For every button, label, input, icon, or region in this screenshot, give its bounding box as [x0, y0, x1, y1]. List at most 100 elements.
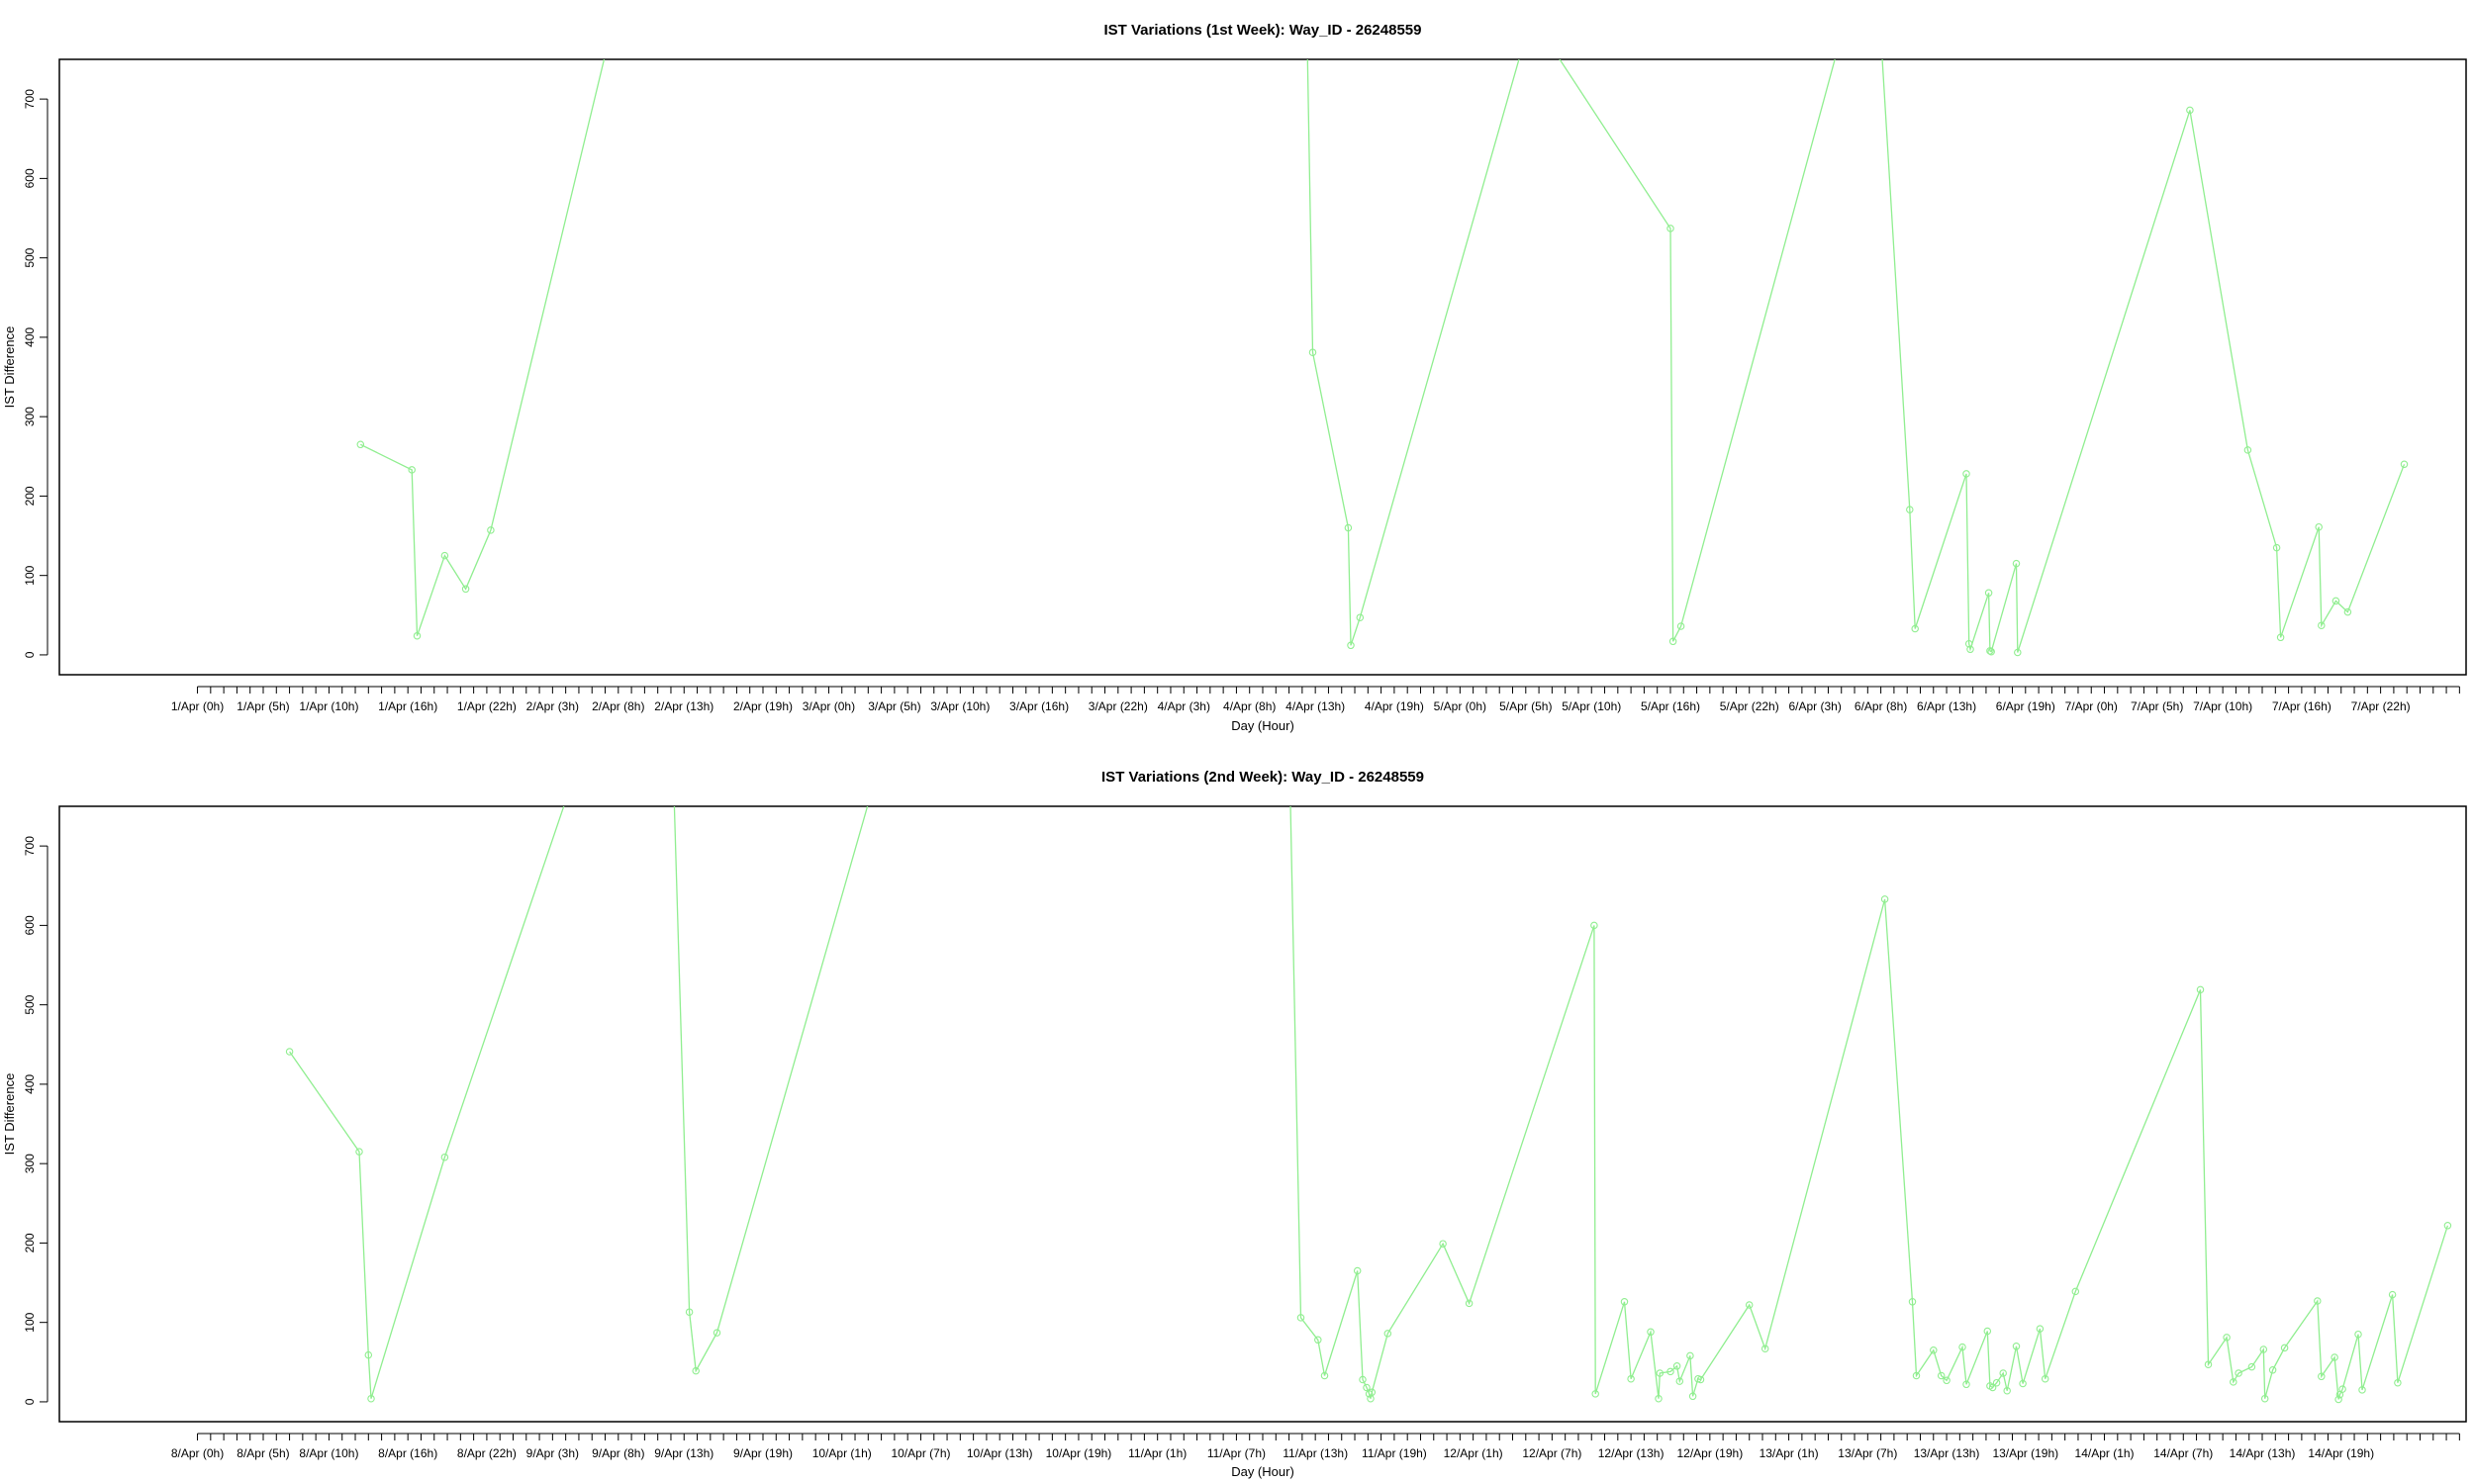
x-tick-label: 10/Apr (7h): [891, 1446, 950, 1460]
data-point: [692, 1366, 700, 1375]
data-point: [1347, 641, 1355, 650]
data-point: [1296, 1314, 1305, 1322]
x-tick-label: 6/Apr (19h): [1996, 699, 2055, 713]
x-tick-label: 13/Apr (1h): [1760, 1446, 1819, 1460]
x-tick-label: 9/Apr (19h): [733, 1446, 793, 1460]
data-point: [2331, 597, 2340, 605]
x-tick-label: 4/Apr (13h): [1285, 699, 1345, 713]
x-tick-label: 9/Apr (13h): [654, 1446, 714, 1460]
data-point: [1696, 1375, 1705, 1384]
data-point: [2014, 648, 2022, 657]
x-tick-label: 2/Apr (19h): [733, 699, 793, 713]
data-point: [1308, 348, 1317, 356]
x-tick-label: 7/Apr (22h): [2351, 699, 2411, 713]
data-point: [2331, 1353, 2338, 1361]
x-tick-label: 11/Apr (19h): [1362, 1446, 1427, 1460]
data-point: [1966, 645, 1974, 654]
x-tick-label: 8/Apr (5h): [237, 1446, 289, 1460]
data-point: [1987, 647, 1995, 656]
data-point: [2012, 1343, 2021, 1350]
data-point: [1439, 1240, 1447, 1248]
data-point: [1930, 1346, 1938, 1354]
data-point: [2388, 1290, 2397, 1299]
x-tick-label: 14/Apr (1h): [2075, 1446, 2135, 1460]
data-point: [1320, 1371, 1329, 1380]
data-point: [1655, 1394, 1663, 1403]
data-point: [1988, 1383, 1997, 1392]
data-point: [413, 631, 422, 640]
y-tick-label: 500: [23, 994, 37, 1014]
data-point: [1363, 1383, 1371, 1392]
data-point: [1356, 613, 1365, 621]
data-point: [1877, 33, 1883, 39]
data-point: [1760, 1345, 1769, 1352]
x-tick-label: 11/Apr (7h): [1207, 1446, 1266, 1460]
x-tick-label: 3/Apr (0h): [803, 699, 855, 713]
data-point: [1591, 1390, 1599, 1398]
data-point: [2276, 633, 2285, 642]
y-tick-label: 400: [23, 1074, 37, 1094]
data-point: [2400, 460, 2409, 469]
data-point: [885, 732, 891, 738]
x-tick-label: 5/Apr (5h): [1499, 699, 1552, 713]
x-tick-label: 5/Apr (10h): [1562, 699, 1621, 713]
data-point: [1359, 1375, 1367, 1384]
y-tick-label: 0: [23, 651, 37, 658]
x-tick-label: 2/Apr (13h): [654, 699, 714, 713]
x-axis: 1/Apr (0h) 1/Apr (5h) 1/Apr (10h) 1/Apr (16…: [171, 686, 2460, 713]
chart-title: IST Variations (1st Week): Way_ID - 2624…: [1104, 22, 1422, 39]
data-point: [1964, 639, 1973, 648]
data-point: [2443, 1222, 2452, 1230]
data-point: [487, 526, 495, 534]
y-tick-label: 600: [23, 168, 37, 188]
x-tick-label: 12/Apr (7h): [1522, 1446, 1581, 1460]
data-point: [1686, 1351, 1694, 1360]
data-point: [1666, 1367, 1674, 1376]
y-tick-label: 700: [23, 89, 37, 109]
x-tick-label: 4/Apr (19h): [1365, 699, 1424, 713]
data-point: [2036, 1325, 2045, 1333]
data-point: [2243, 446, 2252, 454]
data-point: [2235, 1369, 2242, 1377]
data-point: [1911, 624, 1919, 633]
data-series: [356, 33, 2409, 657]
x-tick-label: 3/Apr (5h): [868, 699, 920, 713]
data-point: [2358, 1386, 2366, 1394]
data-point: [356, 440, 365, 449]
y-axis-label: IST Difference: [2, 1073, 17, 1156]
x-tick-label: 3/Apr (16h): [1009, 699, 1069, 713]
y-tick-label: 200: [23, 486, 37, 506]
data-point: [2223, 1334, 2231, 1342]
x-tick-label: 8/Apr (16h): [378, 1446, 437, 1460]
x-axis-label: Day (Hour): [1231, 1464, 1294, 1479]
data-point: [1465, 1299, 1474, 1308]
data-point: [1958, 1343, 1966, 1351]
y-tick-label: 300: [23, 1154, 37, 1173]
data-point: [2272, 543, 2281, 552]
chart-panel-week2: IST Variations (2nd Week): Way_ID - 2624…: [2, 732, 2467, 1479]
data-point: [2354, 1330, 2362, 1339]
data-point: [367, 1394, 375, 1403]
x-tick-label: 10/Apr (1h): [812, 1446, 872, 1460]
data-point: [1523, 33, 1529, 39]
x-tick-label: 3/Apr (10h): [930, 699, 990, 713]
data-point: [408, 466, 416, 474]
x-tick-label: 14/Apr (7h): [2153, 1446, 2213, 1460]
data-point: [2204, 1360, 2213, 1368]
y-axis-label: IST Difference: [2, 326, 17, 409]
data-point: [1590, 921, 1598, 930]
x-tick-label: 13/Apr (7h): [1838, 1446, 1897, 1460]
x-tick-label: 3/Apr (22h): [1089, 699, 1148, 713]
data-point: [1937, 1371, 1946, 1380]
data-point: [1314, 1336, 1322, 1345]
x-tick-label: 8/Apr (10h): [299, 1446, 358, 1460]
data-point: [440, 551, 449, 560]
data-point: [1383, 1330, 1392, 1338]
x-tick-label: 1/Apr (10h): [299, 699, 358, 713]
x-axis: 8/Apr (0h) 8/Apr (5h) 8/Apr (10h) 8/Apr (16…: [171, 1433, 2460, 1460]
x-tick-label: 2/Apr (8h): [592, 699, 644, 713]
x-tick-label: 5/Apr (0h): [1434, 699, 1486, 713]
data-point: [1986, 647, 1994, 655]
x-tick-label: 13/Apr (19h): [1992, 1446, 2058, 1460]
data-point: [1666, 225, 1674, 232]
